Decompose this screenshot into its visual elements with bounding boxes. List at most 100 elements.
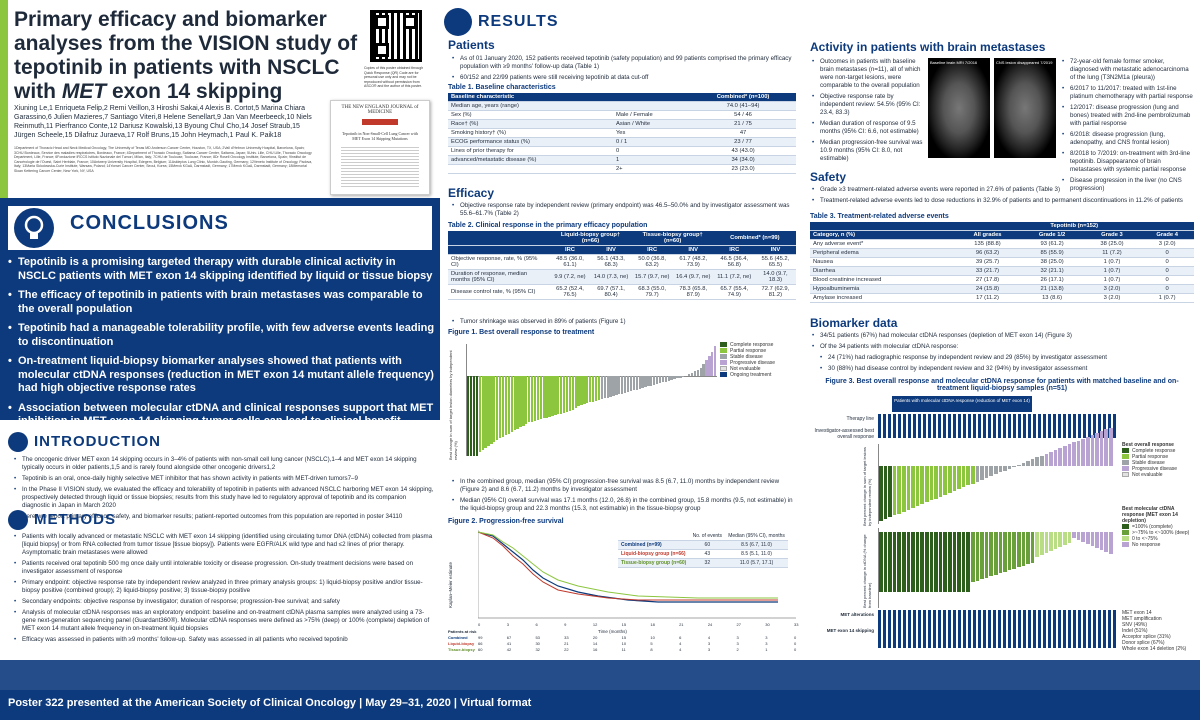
- waterfall-bar: [696, 369, 699, 376]
- biomarker-title: Biomarker data: [810, 316, 898, 330]
- waterfall-bar: [487, 376, 490, 447]
- poster-title: Primary efficacy and biomarker analyses …: [14, 8, 358, 103]
- brain-mri-baseline-image[interactable]: Baseline brain MRI 7/2016: [928, 58, 990, 158]
- pfs-item: Median (95% CI) overall survival was 17.…: [452, 497, 797, 513]
- atrisk-cell: 4: [707, 635, 711, 640]
- qr-code-icon[interactable]: [370, 10, 422, 62]
- figure1-legend: Complete response Partial response Stabl…: [720, 342, 798, 378]
- tumor-change-bar: [1021, 463, 1026, 466]
- brain-mri-caption: Baseline brain MRI 7/2016: [930, 60, 978, 65]
- footer-presented-text: Poster 322 presented at the American Soc…: [8, 697, 532, 709]
- table-row: ECOG performance status (%) 0 / 1 23 / 77: [448, 137, 796, 147]
- figure1-plot-area: [466, 344, 717, 456]
- atrisk-cell: 22: [564, 647, 569, 652]
- waterfall-bar: [525, 376, 528, 424]
- atrisk-cell: 33: [564, 635, 569, 640]
- efficacy-list: Objective response rate by independent r…: [452, 202, 797, 221]
- table-row: Race† (%) Asian / White 21 / 75: [448, 119, 796, 129]
- waterfall-bar: [504, 376, 508, 436]
- patients-item: As of 01 January 2020, 152 patients rece…: [452, 55, 797, 71]
- atrisk-cell: 3: [765, 635, 768, 640]
- atrisk-cell: 67: [506, 635, 512, 640]
- brain-item: Outcomes in patients with baseline brain…: [812, 58, 927, 90]
- legend-item: Progressive disease: [1122, 466, 1196, 472]
- waterfall-bar: [568, 376, 572, 412]
- tumor-change-bar: [994, 466, 998, 475]
- tumor-change-bar: [1003, 466, 1007, 471]
- ctdna-change-bar: [1040, 532, 1044, 555]
- atrisk-cell: Combined: [448, 635, 468, 640]
- ctdna-change-bar: [980, 532, 984, 579]
- atrisk-cell: 1: [765, 647, 768, 652]
- table-row: Diarrhea 33 (21.7) 32 (21.1) 1 (0.7) 0: [810, 266, 1194, 276]
- waterfall-bar: [513, 376, 516, 431]
- waterfall-bar: [562, 376, 566, 413]
- km-line-tissue: [478, 531, 778, 599]
- ctdna-change-bar: [929, 532, 934, 592]
- legend-item: Partial response: [720, 348, 798, 354]
- ctdna-change-bar: [975, 532, 980, 581]
- legend-item: 0 to <~75%: [1122, 536, 1196, 542]
- ctdna-change-bar: [1035, 532, 1039, 557]
- tumor-change-bar: [943, 466, 947, 495]
- ctdna-change-bar: [1099, 532, 1104, 550]
- atrisk-cell: 14: [592, 641, 598, 646]
- nejm-badge: [362, 119, 398, 125]
- figure3-ylabel-tumor: Best percent change in sum of target les…: [862, 447, 872, 526]
- tumor-change-bar: [911, 466, 915, 508]
- brain-mri-followup-image[interactable]: CNS lesion disappeared 7/2019: [994, 58, 1056, 158]
- legend-title: Best overall response: [1122, 442, 1174, 448]
- tumor-change-bar: [915, 466, 920, 507]
- ctdna-change-bar: [1104, 532, 1108, 552]
- legend-item: Stable disease: [1122, 460, 1196, 466]
- xtick-label: 15: [621, 622, 627, 627]
- timeline-item: 12/2017: disease progression (lung and b…: [1062, 104, 1194, 128]
- ctdna-change-bar: [1067, 532, 1072, 543]
- waterfall-bar: [557, 376, 560, 415]
- atrisk-cell: 3: [736, 641, 739, 646]
- table-row: Combined (n=99) 60 8.5 (6.7, 11.0): [618, 540, 788, 550]
- atrisk-cell: 5: [650, 641, 653, 646]
- table-row: Liquid-biopsy group (n=66) 43 8.5 (5.1, 11…: [618, 549, 788, 559]
- methods-list: Patients with locally advanced or metast…: [14, 533, 434, 647]
- km-plot: [478, 530, 796, 619]
- table-row: Smoking history† (%) Yes 47: [448, 128, 796, 138]
- waterfall-bar: [586, 376, 589, 404]
- atrisk-cell: 16: [592, 647, 598, 652]
- waterfall-bar: [626, 376, 630, 392]
- tumor-change-bar: [879, 466, 883, 521]
- ctdna-change-bar: [920, 532, 924, 592]
- atrisk-cell: 11: [621, 647, 626, 652]
- figure3-rowlabel-line: Therapy line: [846, 416, 874, 422]
- xtick-label: 21: [679, 622, 684, 627]
- ctdna-change-bar: [1081, 532, 1085, 542]
- tumor-change-bar: [1012, 466, 1016, 467]
- pfs-list: In the combined group, median (95% CI) p…: [452, 478, 797, 516]
- atrisk-cell: 4: [679, 647, 682, 652]
- ctdna-change-bar: [934, 532, 938, 592]
- table-row: Hypoalbuminemia 24 (15.8) 21 (13.8) 3 (2.0)…: [810, 284, 1194, 294]
- ctdna-change-bar: [1086, 532, 1090, 544]
- waterfall-bar: [522, 376, 525, 426]
- waterfall-bar: [714, 345, 717, 376]
- waterfall-bar: [661, 376, 665, 383]
- legend-item: >~75% to <~100% (deep): [1122, 530, 1196, 536]
- safety-title: Safety: [810, 170, 847, 184]
- timeline-item: 8/2018 to 7/2019: on-treatment with 3rd-…: [1062, 150, 1194, 174]
- waterfall-bar: [565, 376, 569, 412]
- ctdna-change-bar: [1063, 532, 1067, 545]
- atrisk-cell: 3: [707, 647, 711, 652]
- nejm-publication-thumbnail[interactable]: THE NEW ENGLAND JOURNAL of MEDICINE Tepo…: [330, 100, 430, 195]
- ctdna-change-bar: [925, 532, 929, 592]
- waterfall-bar: [679, 376, 682, 378]
- atrisk-cell: 20: [592, 635, 598, 640]
- conclusion-item: Tepotinib had a manageable tolerability …: [8, 322, 436, 349]
- atrisk-cell: 0: [794, 635, 797, 640]
- waterfall-bar: [676, 376, 679, 379]
- figure2-median-table: No. of events Median (95% CI), months Com…: [618, 532, 788, 568]
- figure3-bottom-label: MET exon 14 skipping: [826, 628, 874, 633]
- waterfall-bar: [536, 376, 540, 420]
- tumor-change-bar: [929, 466, 934, 501]
- brain-item: Median progression-free survival was 10.…: [812, 139, 927, 163]
- ctdna-change-bar: [1090, 532, 1095, 546]
